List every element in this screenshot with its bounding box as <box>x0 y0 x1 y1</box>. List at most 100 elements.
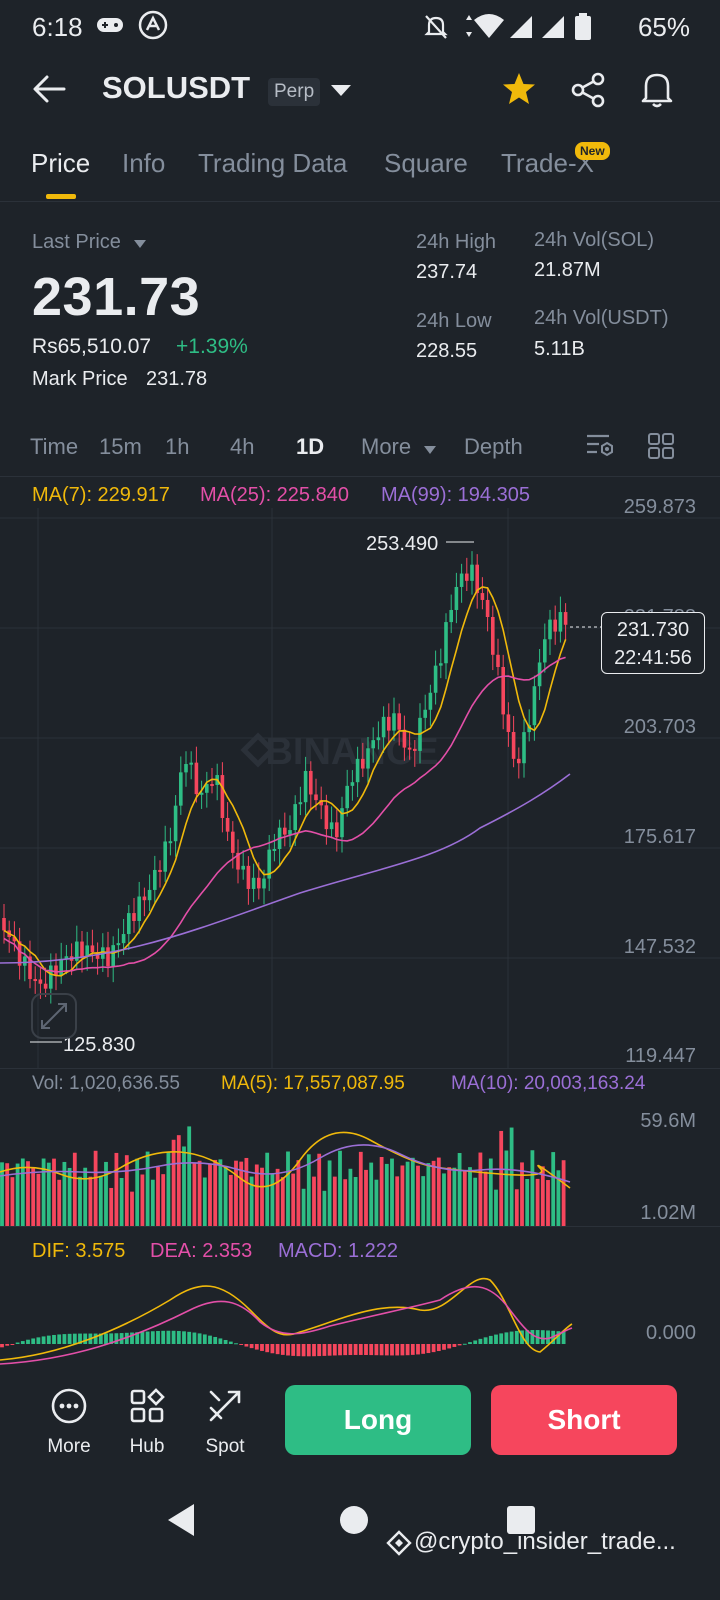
volume-bar <box>426 1163 431 1226</box>
volume-bar <box>171 1139 176 1226</box>
macd-chart[interactable] <box>0 1260 720 1366</box>
tab-trading-data[interactable]: Trading Data <box>198 148 348 178</box>
volume-bar <box>46 1162 51 1226</box>
candle-body <box>314 794 318 801</box>
more-caret-icon[interactable] <box>423 442 437 460</box>
price-axis-label: 175.617 <box>623 826 696 848</box>
short-button[interactable]: Short <box>491 1385 677 1455</box>
volume-bar <box>72 1152 77 1226</box>
volume-bar <box>124 1155 129 1226</box>
candle-body <box>111 945 115 967</box>
caret-down-icon[interactable] <box>133 236 147 254</box>
candle-body <box>28 956 32 980</box>
hub-icon <box>112 1388 182 1430</box>
interval-depth[interactable]: Depth <box>464 434 523 459</box>
volume-bar <box>416 1165 420 1226</box>
share-icon[interactable] <box>570 72 606 113</box>
system-recents-icon[interactable] <box>506 1505 536 1540</box>
symbol-title[interactable]: SOLUSDT <box>102 70 251 105</box>
interval-time[interactable]: Time <box>30 434 79 459</box>
high-value: 237.74 <box>416 261 478 283</box>
system-back-icon[interactable] <box>166 1503 196 1542</box>
expand-icon[interactable] <box>31 993 77 1039</box>
macd-histogram-bar <box>46 1335 51 1344</box>
bell-icon[interactable] <box>640 70 674 113</box>
ma99-label: MA(99): 194.305 <box>381 484 530 506</box>
macd-histogram-bar <box>540 1330 545 1344</box>
volume-bar <box>109 1187 114 1226</box>
volume-chart[interactable] <box>0 1100 720 1226</box>
hub-button[interactable]: Hub <box>112 1388 182 1458</box>
macd-histogram-bar <box>525 1330 530 1344</box>
long-button[interactable]: Long <box>285 1385 471 1455</box>
macd-histogram-bar <box>384 1344 389 1356</box>
candlestick-chart[interactable]: BINANCE 253.490 125.830 <box>0 508 720 1068</box>
volume-bar <box>176 1135 181 1226</box>
volume-bar <box>499 1130 504 1226</box>
more-button[interactable]: More <box>34 1388 104 1458</box>
volume-bar <box>78 1176 82 1226</box>
macd-histogram-bar <box>161 1330 166 1344</box>
macd-histogram-bar <box>509 1331 514 1344</box>
macd-histogram-bar <box>468 1342 472 1344</box>
macd-histogram-bar <box>135 1332 140 1344</box>
divider <box>0 201 720 202</box>
star-icon[interactable] <box>501 72 537 111</box>
signal-icon <box>508 14 568 45</box>
macd-histogram-bar <box>358 1344 363 1355</box>
macd-dea-label: DEA: 2.353 <box>150 1240 253 1262</box>
macd-histogram-bar <box>296 1344 301 1357</box>
mute-icon <box>424 14 448 45</box>
interval-4h[interactable]: 4h <box>230 434 255 459</box>
price-axis-label: 119.447 <box>625 1045 696 1067</box>
macd-histogram-bar <box>213 1336 218 1344</box>
macd-histogram-bar <box>124 1332 129 1344</box>
candle-body <box>376 737 381 741</box>
candle-body <box>303 770 308 803</box>
system-home-icon[interactable] <box>339 1505 369 1540</box>
macd-histogram-bar <box>426 1344 431 1354</box>
tab-active-indicator <box>46 194 76 199</box>
layout-grid-icon[interactable] <box>647 432 675 465</box>
volume-bar <box>410 1157 415 1226</box>
indicator-settings-icon[interactable] <box>585 432 615 465</box>
candle-body <box>75 941 79 961</box>
macd-histogram-bar <box>41 1336 46 1344</box>
mark-price: 231.78 <box>146 368 208 390</box>
volume-bar <box>161 1174 166 1226</box>
app-icon <box>138 10 168 45</box>
volume-bar <box>187 1126 192 1226</box>
macd-histogram-bar <box>15 1342 20 1344</box>
candle-body <box>491 617 495 655</box>
tab-price[interactable]: Price <box>31 148 91 178</box>
volume-ma10-line <box>0 1144 571 1183</box>
interval-1d[interactable]: 1D <box>296 434 325 459</box>
volume-bar <box>317 1153 322 1226</box>
candle-body <box>231 831 235 853</box>
macd-histogram-bar <box>36 1337 41 1344</box>
ma-line <box>3 656 566 973</box>
tab-info[interactable]: Info <box>122 148 166 178</box>
macd-histogram-bar <box>249 1344 254 1349</box>
candle-body <box>397 713 401 730</box>
interval-more[interactable]: More <box>361 434 412 459</box>
macd-histogram-bar <box>197 1333 202 1344</box>
spot-button[interactable]: Spot <box>190 1388 260 1458</box>
macd-histogram-bar <box>145 1331 150 1344</box>
candle-body <box>288 830 292 835</box>
candle-body <box>475 564 479 594</box>
volume-bar <box>322 1190 327 1226</box>
interval-1h[interactable]: 1h <box>165 434 190 459</box>
macd-histogram-bar <box>374 1344 379 1356</box>
candle-body <box>407 747 412 750</box>
macd-histogram-bar <box>280 1344 285 1355</box>
tab-square[interactable]: Square <box>384 148 468 178</box>
candle-countdown: 22:41:56 <box>614 647 692 669</box>
interval-15m[interactable]: 15m <box>99 434 142 459</box>
volume-bar <box>468 1167 472 1226</box>
back-arrow-icon[interactable] <box>32 74 66 109</box>
macd-histogram-bar <box>228 1341 233 1344</box>
chevron-down-icon[interactable] <box>330 84 352 103</box>
vol-usdt-value: 5.11B <box>534 338 585 360</box>
volume-bar <box>208 1164 212 1226</box>
